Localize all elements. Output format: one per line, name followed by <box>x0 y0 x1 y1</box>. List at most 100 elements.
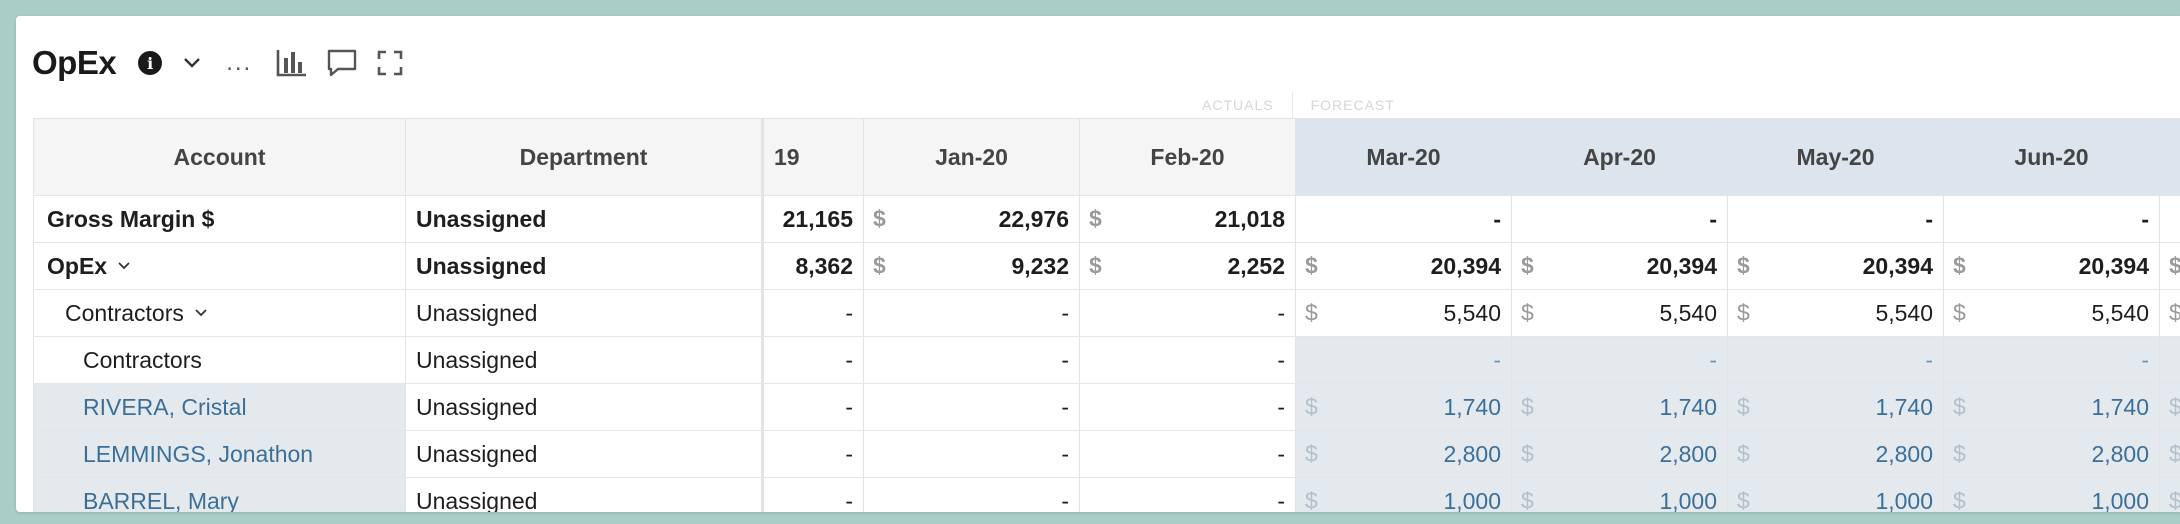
value-cell[interactable]: - <box>764 478 864 512</box>
value-text: 1,740 <box>1659 393 1717 420</box>
value-cell[interactable]: $5,540 <box>1728 290 1944 336</box>
value-cell[interactable]: - <box>1080 384 1296 430</box>
column-header-month[interactable]: Mar-20 <box>1296 119 1512 195</box>
value-text: 5,540 <box>2091 299 2149 326</box>
info-icon[interactable]: i <box>138 51 163 75</box>
value-cell[interactable]: $5,540 <box>1944 290 2160 336</box>
table-row[interactable]: RIVERA, Cristal Unassigned - - - $1,740 … <box>33 384 2180 431</box>
value-text: 5,540 <box>1875 299 1933 326</box>
more-icon[interactable]: ... <box>226 49 253 76</box>
department-cell[interactable]: Unassigned <box>406 243 764 289</box>
value-cell[interactable]: 21,165 <box>764 196 864 242</box>
value-cell[interactable]: $22,976 <box>864 196 1080 242</box>
department-cell[interactable]: Unassigned <box>406 290 764 336</box>
table-row[interactable]: Gross Margin $ Unassigned 21,165 $22,976… <box>33 196 2180 243</box>
value-cell: $ <box>2160 290 2180 336</box>
department-cell[interactable]: Unassigned <box>406 431 764 477</box>
value-cell[interactable]: $1,000 <box>1512 478 1728 512</box>
value-cell[interactable]: - <box>764 290 864 336</box>
value-cell[interactable]: 8,362 <box>764 243 864 289</box>
value-cell[interactable]: $2,800 <box>1296 431 1512 477</box>
value-cell[interactable]: - <box>1080 337 1296 383</box>
table-row[interactable]: Contractors Unassigned - - - - - - - <box>33 337 2180 384</box>
currency-symbol: $ <box>1305 440 1318 467</box>
value-cell[interactable]: - <box>1944 337 2160 383</box>
value-cell[interactable]: $1,000 <box>1296 478 1512 512</box>
account-cell[interactable]: BARREL, Mary <box>33 478 406 512</box>
currency-symbol: $ <box>2169 394 2180 421</box>
value-cell[interactable]: - <box>1512 196 1728 242</box>
column-header-month[interactable]: May-20 <box>1728 119 1944 195</box>
account-cell[interactable]: Gross Margin $ <box>33 196 406 242</box>
currency-symbol: $ <box>1737 487 1750 513</box>
department-cell[interactable]: Unassigned <box>406 196 764 242</box>
value-cell[interactable]: $20,394 <box>1296 243 1512 289</box>
value-cell[interactable]: - <box>1296 196 1512 242</box>
chevron-down-icon[interactable] <box>117 261 131 271</box>
value-cell[interactable]: - <box>1728 196 1944 242</box>
bar-chart-icon[interactable] <box>276 48 308 78</box>
value-cell[interactable]: $1,740 <box>1296 384 1512 430</box>
value-cell[interactable]: $1,000 <box>1728 478 1944 512</box>
column-header-account[interactable]: Account <box>33 119 406 195</box>
value-cell[interactable]: - <box>764 384 864 430</box>
value-cell[interactable]: $9,232 <box>864 243 1080 289</box>
value-cell[interactable]: $2,800 <box>1512 431 1728 477</box>
value-cell[interactable]: - <box>1512 337 1728 383</box>
expand-icon[interactable] <box>376 49 404 77</box>
value-cell[interactable]: - <box>864 337 1080 383</box>
currency-symbol: $ <box>1521 299 1534 326</box>
account-cell[interactable]: OpEx <box>33 243 406 289</box>
account-cell[interactable]: LEMMINGS, Jonathon <box>33 431 406 477</box>
value-cell[interactable]: $2,800 <box>1944 431 2160 477</box>
value-cell[interactable]: $2,252 <box>1080 243 1296 289</box>
value-cell[interactable]: - <box>864 478 1080 512</box>
value-cell[interactable]: $1,740 <box>1728 384 1944 430</box>
table-row[interactable]: BARREL, Mary Unassigned - - - $1,000 $1,… <box>33 478 2180 512</box>
table-row[interactable]: Contractors Unassigned - - - $5,540 $5,5… <box>33 290 2180 337</box>
value-cell[interactable]: - <box>764 337 864 383</box>
value-cell[interactable]: - <box>1080 431 1296 477</box>
value-cell[interactable]: - <box>1728 337 1944 383</box>
column-header-month[interactable]: Feb-20 <box>1080 119 1296 195</box>
value-cell[interactable]: - <box>1296 337 1512 383</box>
value-cell[interactable]: - <box>1080 290 1296 336</box>
value-cell[interactable]: - <box>864 431 1080 477</box>
value-cell[interactable]: $5,540 <box>1296 290 1512 336</box>
account-cell[interactable]: Contractors <box>33 337 406 383</box>
value-cell[interactable]: $2,800 <box>1728 431 1944 477</box>
column-header-month[interactable]: Jan-20 <box>864 119 1080 195</box>
value-cell[interactable]: - <box>764 431 864 477</box>
value-cell[interactable]: $20,394 <box>1728 243 1944 289</box>
value-cell[interactable]: - <box>864 290 1080 336</box>
account-cell[interactable]: RIVERA, Cristal <box>33 384 406 430</box>
value-cell[interactable]: $1,000 <box>1944 478 2160 512</box>
comment-icon[interactable] <box>326 48 358 78</box>
department-cell[interactable]: Unassigned <box>406 478 764 512</box>
department-cell[interactable]: Unassigned <box>406 337 764 383</box>
value-cell[interactable]: $21,018 <box>1080 196 1296 242</box>
column-header-month[interactable]: 19 <box>764 119 864 195</box>
value-cell[interactable]: - <box>1944 196 2160 242</box>
value-cell[interactable]: $20,394 <box>1944 243 2160 289</box>
value-cell[interactable]: $20,394 <box>1512 243 1728 289</box>
table-row[interactable]: OpEx Unassigned 8,362 $9,232 $2,252 $20,… <box>33 243 2180 290</box>
value-text: 1,000 <box>2091 487 2149 513</box>
currency-symbol: $ <box>1521 487 1534 513</box>
column-header-month[interactable]: Jun-20 <box>1944 119 2160 195</box>
department-cell[interactable]: Unassigned <box>406 384 764 430</box>
segment-labels: ACTUALS FORECAST <box>1202 92 1395 118</box>
chevron-down-icon[interactable] <box>182 56 202 70</box>
table-header-row: Account Department 19 Jan-20 Feb-20 Mar-… <box>33 119 2180 196</box>
column-header-month[interactable]: Apr-20 <box>1512 119 1728 195</box>
chevron-down-icon[interactable] <box>194 308 208 318</box>
value-cell[interactable]: - <box>864 384 1080 430</box>
account-cell[interactable]: Contractors <box>33 290 406 336</box>
value-cell[interactable]: $1,740 <box>1512 384 1728 430</box>
value-cell[interactable]: - <box>1080 478 1296 512</box>
value-cell[interactable]: $5,540 <box>1512 290 1728 336</box>
value-cell: $ <box>2160 384 2180 430</box>
column-header-department[interactable]: Department <box>406 119 764 195</box>
value-cell[interactable]: $1,740 <box>1944 384 2160 430</box>
table-row[interactable]: LEMMINGS, Jonathon Unassigned - - - $2,8… <box>33 431 2180 478</box>
